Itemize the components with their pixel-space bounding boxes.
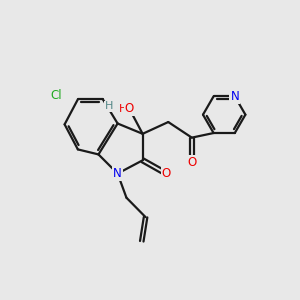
Text: O: O bbox=[187, 156, 196, 169]
Text: HO: HO bbox=[119, 104, 136, 114]
Text: Cl: Cl bbox=[50, 89, 61, 102]
Text: H: H bbox=[105, 101, 114, 111]
Text: N: N bbox=[230, 90, 239, 103]
Text: N: N bbox=[113, 167, 122, 180]
Text: O: O bbox=[125, 102, 134, 115]
Text: O: O bbox=[162, 167, 171, 180]
